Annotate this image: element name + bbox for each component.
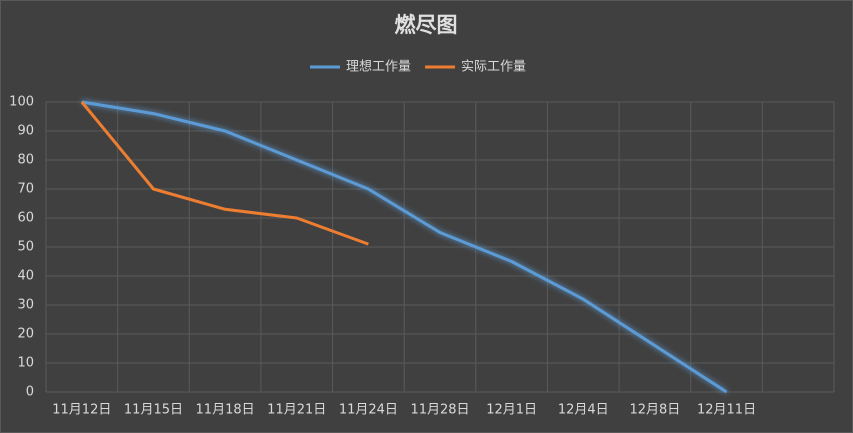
x-tick-label: 11月12日	[52, 403, 111, 418]
y-tick-label: 90	[17, 124, 34, 139]
legend-label: 实际工作量	[461, 60, 526, 75]
y-tick-label: 30	[17, 298, 34, 313]
series-line	[81, 100, 728, 394]
x-tick-label: 12月4日	[558, 403, 609, 418]
x-tick-label: 12月8日	[629, 403, 680, 418]
y-tick-label: 100	[9, 95, 34, 110]
y-tick-label: 80	[17, 153, 34, 168]
x-tick-label: 11月24日	[339, 403, 398, 418]
x-tick-label: 11月18日	[196, 403, 255, 418]
y-tick-label: 50	[17, 240, 34, 255]
y-tick-label: 60	[17, 211, 34, 226]
x-tick-label: 11月28日	[410, 403, 469, 418]
y-tick-label: 20	[17, 327, 34, 342]
y-tick-label: 0	[26, 385, 34, 400]
series-line	[80, 101, 369, 246]
chart-title: 燃尽图	[395, 13, 458, 37]
y-tick-label: 10	[17, 356, 34, 371]
x-tick-label: 11月21日	[267, 403, 326, 418]
y-tick-label: 70	[17, 182, 34, 197]
legend-label: 理想工作量	[346, 59, 411, 75]
x-tick-label: 11月15日	[124, 403, 183, 418]
x-tick-label: 12月11日	[697, 403, 756, 418]
y-tick-label: 40	[17, 269, 34, 284]
x-tick-label: 12月1日	[486, 403, 537, 418]
